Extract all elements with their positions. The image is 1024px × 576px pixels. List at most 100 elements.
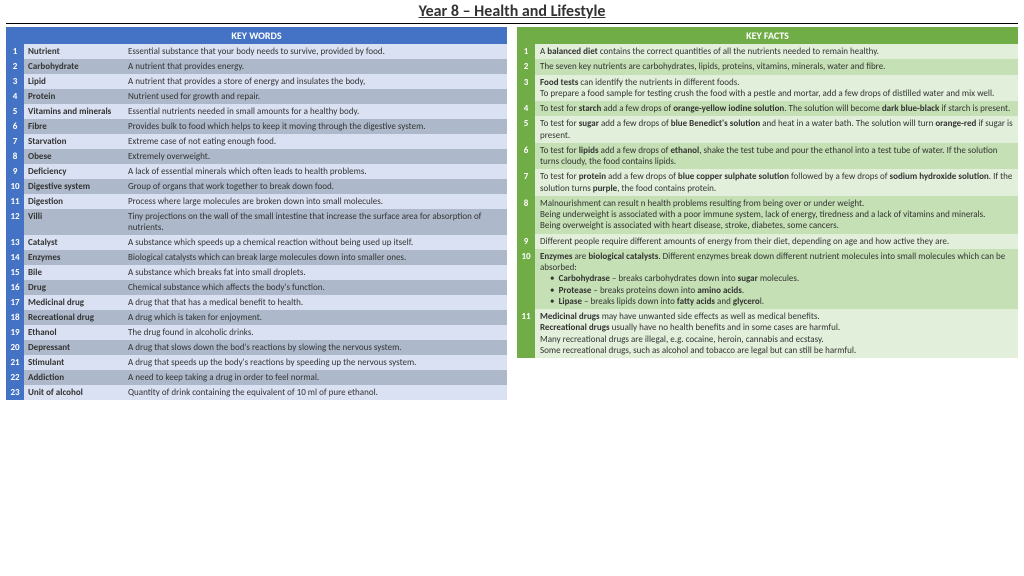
- keyword-number: 15: [6, 265, 24, 280]
- keyword-term: Obese: [24, 149, 124, 164]
- keyfact-text: Different people require different amoun…: [535, 234, 1018, 249]
- keyfact-row: 6To test for lipids add a few drops of e…: [517, 143, 1018, 170]
- keyword-row: 19EthanolThe drug found in alcoholic dri…: [6, 325, 507, 340]
- keyword-term: Lipid: [24, 74, 124, 89]
- keyword-definition: Extreme case of not eating enough food.: [124, 134, 507, 149]
- keyword-row: 17Medicinal drugA drug that that has a m…: [6, 295, 507, 310]
- keyword-definition: Essential substance that your body needs…: [124, 44, 507, 59]
- keyfact-row: 9Different people require different amou…: [517, 234, 1018, 249]
- keyfact-number: 9: [517, 234, 535, 249]
- keyword-number: 7: [6, 134, 24, 149]
- keyword-term: Enzymes: [24, 250, 124, 265]
- keyfact-text: To test for starch add a few drops of or…: [535, 101, 1018, 116]
- keyword-number: 3: [6, 74, 24, 89]
- page-title: Year 8 – Health and Lifestyle: [6, 0, 1018, 24]
- keyword-row: 4ProteinNutrient used for growth and rep…: [6, 89, 507, 104]
- keyword-number: 22: [6, 370, 24, 385]
- keyword-term: Protein: [24, 89, 124, 104]
- keyfact-row: 1A balanced diet contains the correct qu…: [517, 44, 1018, 59]
- keyword-row: 22AddictionA need to keep taking a drug …: [6, 370, 507, 385]
- keyfact-text: Malnourishment can result n health probl…: [535, 196, 1018, 234]
- keyfact-number: 5: [517, 116, 535, 143]
- keyword-number: 1: [6, 44, 24, 59]
- keyword-definition: Extremely overweight.: [124, 149, 507, 164]
- keyword-row: 7StarvationExtreme case of not eating en…: [6, 134, 507, 149]
- keyword-definition: A nutrient that provides a store of ener…: [124, 74, 507, 89]
- keyfact-row: 2The seven key nutrients are carbohydrat…: [517, 59, 1018, 74]
- keyword-number: 13: [6, 235, 24, 250]
- keyfacts-column: KEY FACTS 1A balanced diet contains the …: [517, 27, 1018, 400]
- keyword-definition: A nutrient that provides energy.: [124, 59, 507, 74]
- keyfact-text: To test for lipids add a few drops of et…: [535, 143, 1018, 170]
- keyword-term: Deficiency: [24, 164, 124, 179]
- keyword-row: 6FibreProvides bulk to food which helps …: [6, 119, 507, 134]
- keyword-term: Starvation: [24, 134, 124, 149]
- keyfact-text: Enzymes are biological catalysts. Differ…: [535, 249, 1018, 309]
- keyword-definition: A drug that slows down the bod's reactio…: [124, 340, 507, 355]
- keyword-row: 18Recreational drugA drug which is taken…: [6, 310, 507, 325]
- keyfact-row: 8Malnourishment can result n health prob…: [517, 196, 1018, 234]
- keyfact-text: Medicinal drugs may have unwanted side e…: [535, 309, 1018, 358]
- keyfact-number: 6: [517, 143, 535, 170]
- columns: KEY WORDS 1NutrientEssential substance t…: [0, 27, 1024, 400]
- keyword-term: Nutrient: [24, 44, 124, 59]
- keyword-row: 12VilliTiny projections on the wall of t…: [6, 209, 507, 235]
- keyword-definition: Nutrient used for growth and repair.: [124, 89, 507, 104]
- keyword-term: Depressant: [24, 340, 124, 355]
- keyfact-number: 10: [517, 249, 535, 309]
- keyword-number: 9: [6, 164, 24, 179]
- keyword-definition: A substance which breaks fat into small …: [124, 265, 507, 280]
- keyword-number: 14: [6, 250, 24, 265]
- keyword-number: 8: [6, 149, 24, 164]
- keyword-definition: A substance which speeds up a chemical r…: [124, 235, 507, 250]
- keywords-header: KEY WORDS: [6, 27, 507, 44]
- keyword-row: 1NutrientEssential substance that your b…: [6, 44, 507, 59]
- keyfact-text: To test for sugar add a few drops of blu…: [535, 116, 1018, 143]
- keyword-term: Vitamins and minerals: [24, 104, 124, 119]
- keyfact-number: 7: [517, 169, 535, 196]
- keyword-number: 11: [6, 194, 24, 209]
- keyword-definition: A drug that speeds up the body's reactio…: [124, 355, 507, 370]
- keyword-number: 21: [6, 355, 24, 370]
- keyword-row: 8ObeseExtremely overweight.: [6, 149, 507, 164]
- keyword-term: Digestive system: [24, 179, 124, 194]
- keyword-row: 10Digestive systemGroup of organs that w…: [6, 179, 507, 194]
- keyword-row: 3LipidA nutrient that provides a store o…: [6, 74, 507, 89]
- keyfact-row: 3Food tests can identify the nutrients i…: [517, 75, 1018, 102]
- keyfact-row: 4To test for starch add a few drops of o…: [517, 101, 1018, 116]
- keyword-row: 2CarbohydrateA nutrient that provides en…: [6, 59, 507, 74]
- keyfacts-header: KEY FACTS: [517, 27, 1018, 44]
- keyword-definition: Process where large molecules are broken…: [124, 194, 507, 209]
- keyfact-number: 4: [517, 101, 535, 116]
- keyword-number: 16: [6, 280, 24, 295]
- keyword-row: 14EnzymesBiological catalysts which can …: [6, 250, 507, 265]
- keyword-definition: A lack of essential minerals which often…: [124, 164, 507, 179]
- keyfact-text: The seven key nutrients are carbohydrate…: [535, 59, 1018, 74]
- keyword-number: 2: [6, 59, 24, 74]
- keyword-term: Stimulant: [24, 355, 124, 370]
- keyword-definition: The drug found in alcoholic drinks.: [124, 325, 507, 340]
- keyword-definition: A drug which is taken for enjoyment.: [124, 310, 507, 325]
- keyword-definition: Provides bulk to food which helps to kee…: [124, 119, 507, 134]
- keyword-row: 5Vitamins and mineralsEssential nutrient…: [6, 104, 507, 119]
- keyword-row: 11DigestionProcess where large molecules…: [6, 194, 507, 209]
- keyword-term: Villi: [24, 209, 124, 235]
- keyword-number: 23: [6, 385, 24, 400]
- keyword-row: 20DepressantA drug that slows down the b…: [6, 340, 507, 355]
- keyword-row: 9DeficiencyA lack of essential minerals …: [6, 164, 507, 179]
- keyword-row: 23Unit of alcoholQuantity of drink conta…: [6, 385, 507, 400]
- keyword-definition: A drug that that has a medical benefit t…: [124, 295, 507, 310]
- keyfact-text: Food tests can identify the nutrients in…: [535, 75, 1018, 102]
- keyfact-number: 11: [517, 309, 535, 358]
- keyfact-number: 8: [517, 196, 535, 234]
- keyfact-number: 2: [517, 59, 535, 74]
- keyword-term: Addiction: [24, 370, 124, 385]
- keyword-row: 21StimulantA drug that speeds up the bod…: [6, 355, 507, 370]
- keyword-number: 5: [6, 104, 24, 119]
- keyword-definition: Tiny projections on the wall of the smal…: [124, 209, 507, 235]
- keyword-term: Medicinal drug: [24, 295, 124, 310]
- keyword-term: Digestion: [24, 194, 124, 209]
- keyword-number: 18: [6, 310, 24, 325]
- keyword-term: Unit of alcohol: [24, 385, 124, 400]
- keyword-number: 12: [6, 209, 24, 235]
